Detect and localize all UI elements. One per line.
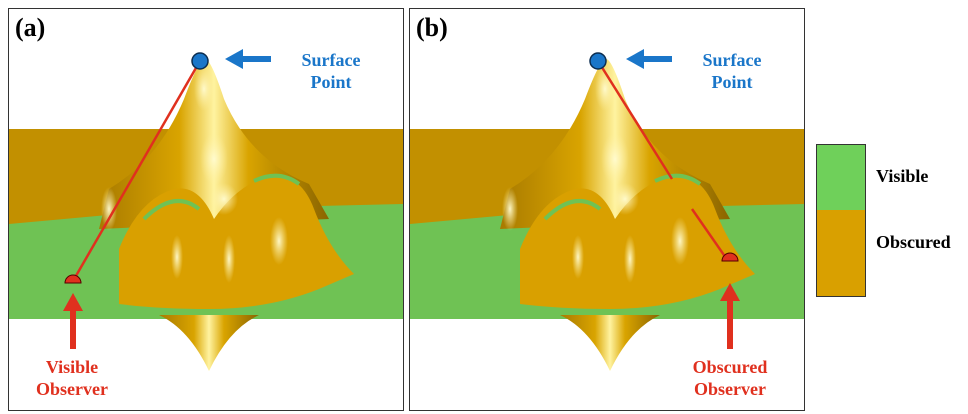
surface-point <box>191 52 209 70</box>
observer-marker <box>64 274 82 284</box>
observer-arrow-head <box>63 293 83 311</box>
visible-ridge <box>253 173 301 186</box>
highlight <box>101 187 117 231</box>
highlight <box>611 183 639 215</box>
legend-visible-label: Visible <box>876 166 929 186</box>
terrain-scene-a <box>9 49 403 371</box>
highlight <box>171 235 183 279</box>
highlight <box>502 187 518 231</box>
highlight <box>194 67 214 111</box>
visible-ridge <box>142 199 201 221</box>
surface-arrow-head <box>626 49 644 69</box>
panel-label: (a) <box>15 13 46 42</box>
visible-ridge <box>543 199 602 221</box>
surface-arrow-head <box>225 49 243 69</box>
sight-line-occluded <box>690 208 728 259</box>
terrain-lower-peak <box>159 315 259 371</box>
surface-point-label: Surface Point <box>301 50 361 92</box>
observer-label: Obscured Observer <box>692 357 768 399</box>
highlight <box>270 217 288 265</box>
panel-label: (b) <box>416 13 448 42</box>
observer-marker <box>721 252 739 262</box>
panel-b: (b) Surface Point Obscured Observer <box>409 8 805 411</box>
legend-obscured-label: Obscured <box>876 232 951 252</box>
sight-line <box>596 60 674 180</box>
highlight <box>210 183 238 215</box>
terrain-scene-b <box>410 49 804 371</box>
highlight <box>601 133 629 185</box>
highlight <box>572 235 584 279</box>
highlight <box>223 235 235 283</box>
highlight <box>671 217 689 265</box>
observer-label: Visible Observer <box>36 357 108 399</box>
observer-arrow-head <box>720 283 740 301</box>
highlight <box>624 235 636 283</box>
surface-point-label: Surface Point <box>702 50 762 92</box>
legend-visible-swatch <box>816 144 866 210</box>
surface-point <box>589 52 607 70</box>
legend-obscured-swatch <box>816 210 866 297</box>
visible-ridge <box>654 173 702 186</box>
sight-line <box>71 60 202 282</box>
terrain-lower-peak <box>560 315 660 371</box>
highlight <box>200 133 228 185</box>
panel-a: (a) Surface Point Visible Observer <box>8 8 404 411</box>
